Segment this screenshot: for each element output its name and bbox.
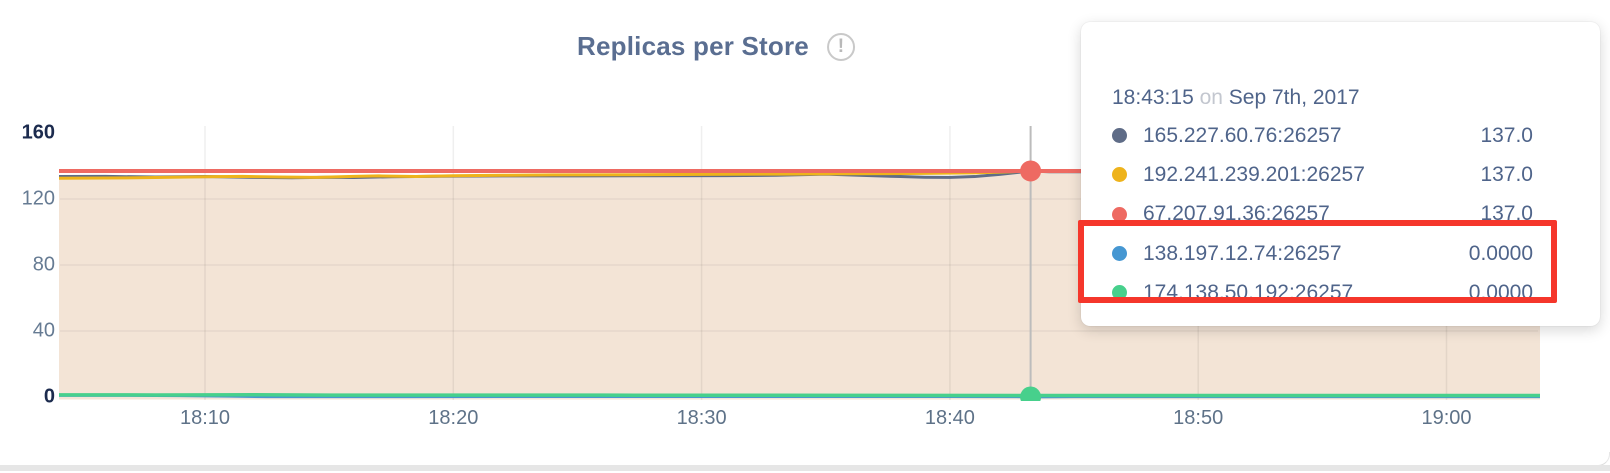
chart-title: Replicas per Store [577,31,809,61]
series-color-dot [1112,167,1127,183]
tooltip-row: 192.241.239.201:26257 137.0 [1112,155,1533,194]
x-axis-tick-1850: 18:50 [1173,407,1224,429]
bottom-divider [0,465,1610,471]
series-address: 67.207.91.36:26257 [1143,202,1330,226]
y-axis-tick-0: 0 [43,385,55,408]
tooltip-row: 138.197.12.74:26257 0.0000 [1112,234,1533,273]
x-axis-tick-1900: 19:00 [1421,407,1472,429]
y-axis-tick-40: 40 [32,319,55,342]
tooltip-on-word: on [1199,86,1223,109]
info-icon[interactable]: ! [826,32,855,61]
tooltip-date: Sep 7th, 2017 [1228,86,1360,109]
series-address: 192.241.239.201:26257 [1143,162,1365,186]
tooltip-row: 165.227.60.76:26257 137.0 [1112,116,1533,155]
series-value: 137.0 [1480,202,1533,226]
series-address: 138.197.12.74:26257 [1143,241,1342,265]
y-axis-tick-80: 80 [32,253,55,276]
series-color-dot [1112,206,1127,222]
y-axis-tick-120: 120 [21,187,55,210]
chart-tooltip: 18:43:15 on Sep 7th, 2017 165.227.60.76:… [1081,22,1600,326]
series-color-dot [1112,246,1127,262]
series-value: 0.0000 [1468,241,1533,265]
series-value: 137.0 [1480,123,1533,147]
tooltip-row: 67.207.91.36:26257 137.0 [1112,195,1533,234]
series-color-dot [1112,128,1127,144]
series-color-dot [1112,285,1127,301]
x-axis-tick-1810: 18:10 [179,407,231,429]
x-axis-tick-1840: 18:40 [924,407,975,429]
series-address: 165.227.60.76:26257 [1143,123,1342,147]
y-axis-tick-160: 160 [21,121,55,144]
x-axis-tick-1820: 18:20 [428,407,479,429]
x-axis-tick-1830: 18:30 [676,407,727,429]
tooltip-timestamp: 18:43:15 on Sep 7th, 2017 [1112,86,1360,110]
tooltip-time: 18:43:15 [1112,86,1194,109]
annotation-highlight-box [1078,220,1557,303]
chart-header: Replicas per Store ! [577,31,855,62]
series-value: 137.0 [1480,162,1533,186]
